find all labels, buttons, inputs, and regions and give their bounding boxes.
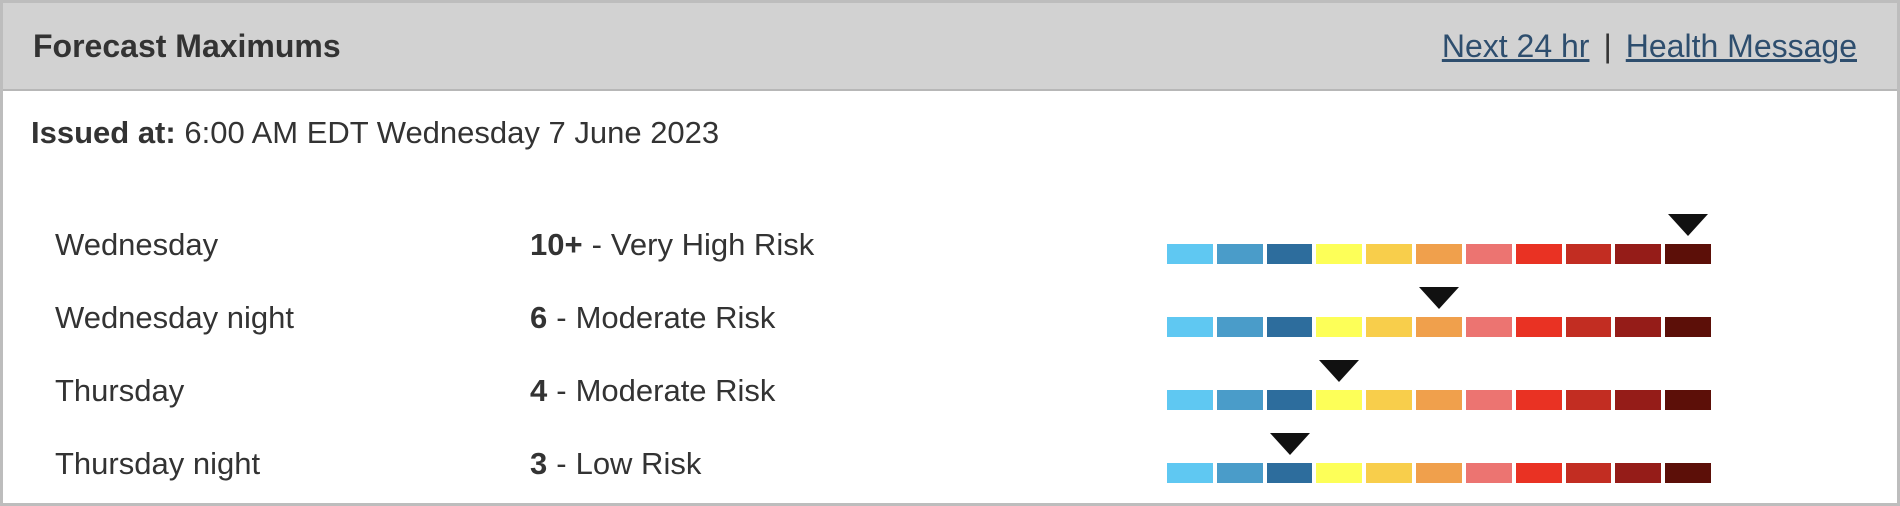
issued-line: Issued at: 6:00 AM EDT Wednesday 7 June … bbox=[31, 115, 1897, 151]
forecast-rows: Wednesday 10+ - Very High Risk Wednesday n… bbox=[55, 191, 1897, 483]
aqhi-scale-segment bbox=[1615, 463, 1662, 483]
health-message-link[interactable]: Health Message bbox=[1625, 27, 1857, 64]
aqhi-value: 6 bbox=[530, 300, 548, 335]
aqhi-scale-segment bbox=[1665, 463, 1711, 483]
aqhi-scale-segment bbox=[1565, 317, 1612, 337]
aqhi-scale-segment bbox=[1665, 244, 1711, 264]
value-risk-separator: - bbox=[591, 227, 602, 262]
aqhi-scale-segment bbox=[1167, 390, 1213, 410]
aqhi-scale-bar bbox=[1167, 433, 1711, 483]
aqhi-scale-segment bbox=[1316, 317, 1363, 337]
aqhi-scale-segment bbox=[1465, 244, 1512, 264]
widget-title: Forecast Maximums bbox=[33, 27, 341, 64]
aqhi-scale-segment bbox=[1565, 390, 1612, 410]
aqhi-value: 10+ bbox=[530, 227, 583, 262]
scale-marker-triangle-icon bbox=[1668, 214, 1709, 236]
forecast-value-text: 10+ - Very High Risk bbox=[530, 227, 1167, 264]
header-links: Next 24 hr | Health Message bbox=[1442, 28, 1857, 65]
issued-label: Issued at: bbox=[31, 115, 176, 150]
aqhi-scale-segment bbox=[1565, 463, 1612, 483]
scale-marker-triangle-icon bbox=[1319, 360, 1360, 382]
aqhi-scale-segment bbox=[1366, 390, 1413, 410]
risk-category-label: Low Risk bbox=[575, 446, 702, 481]
forecast-period-label: Thursday bbox=[55, 373, 185, 408]
aqhi-color-bar bbox=[1167, 317, 1711, 337]
forecast-period-label: Wednesday bbox=[55, 227, 219, 262]
link-separator: | bbox=[1603, 27, 1612, 64]
forecast-row-thursday: Thursday 4- Moderate Risk bbox=[55, 337, 1897, 410]
aqhi-scale-segment bbox=[1416, 463, 1462, 483]
aqhi-scale-segment bbox=[1515, 463, 1562, 483]
forecast-value-text: 4- Moderate Risk bbox=[530, 373, 1167, 410]
aqhi-scale-segment bbox=[1167, 317, 1213, 337]
aqhi-scale-segment bbox=[1366, 463, 1413, 483]
forecast-row-thursday-night: Thursday night 3- Low Risk bbox=[55, 410, 1897, 483]
widget-header: Forecast Maximums Next 24 hr | Health Me… bbox=[3, 3, 1897, 91]
value-risk-separator: - bbox=[556, 300, 567, 335]
aqhi-scale-bar bbox=[1167, 360, 1711, 410]
aqhi-value: 4 bbox=[530, 373, 548, 408]
forecast-value-text: 3- Low Risk bbox=[530, 446, 1167, 483]
aqhi-scale-segment bbox=[1167, 244, 1213, 264]
aqhi-scale-segment bbox=[1665, 317, 1711, 337]
aqhi-scale-segment bbox=[1565, 244, 1612, 264]
value-risk-separator: - bbox=[556, 373, 567, 408]
aqhi-scale-segment bbox=[1216, 390, 1263, 410]
aqhi-scale-segment bbox=[1316, 390, 1363, 410]
aqhi-scale-segment bbox=[1416, 390, 1462, 410]
aqhi-scale-segment bbox=[1366, 317, 1413, 337]
aqhi-scale-segment bbox=[1615, 317, 1662, 337]
aqhi-scale-segment bbox=[1266, 463, 1313, 483]
risk-category-label: Moderate Risk bbox=[575, 300, 776, 335]
aqhi-scale-segment bbox=[1266, 317, 1313, 337]
scale-marker-triangle-icon bbox=[1419, 287, 1459, 309]
forecast-row-wednesday: Wednesday 10+ - Very High Risk bbox=[55, 191, 1897, 264]
aqhi-scale-segment bbox=[1515, 244, 1562, 264]
aqhi-scale-segment bbox=[1216, 244, 1263, 264]
aqhi-scale-segment bbox=[1665, 390, 1711, 410]
widget-body: Issued at: 6:00 AM EDT Wednesday 7 June … bbox=[3, 91, 1897, 483]
aqhi-color-bar bbox=[1167, 244, 1711, 264]
aqhi-scale-segment bbox=[1316, 244, 1363, 264]
aqhi-scale-segment bbox=[1316, 463, 1363, 483]
aqhi-scale-bar bbox=[1167, 214, 1711, 264]
aqhi-scale-segment bbox=[1515, 317, 1562, 337]
aqhi-scale-bar bbox=[1167, 287, 1711, 337]
aqhi-scale-segment bbox=[1465, 463, 1512, 483]
aqhi-scale-segment bbox=[1465, 390, 1512, 410]
aqhi-scale-segment bbox=[1515, 390, 1562, 410]
value-risk-separator: - bbox=[556, 446, 567, 481]
aqhi-scale-segment bbox=[1465, 317, 1512, 337]
risk-category-label: Very High Risk bbox=[610, 227, 815, 262]
aqhi-scale-segment bbox=[1416, 244, 1462, 264]
aqhi-scale-segment bbox=[1167, 463, 1213, 483]
aqhi-scale-segment bbox=[1416, 317, 1462, 337]
next-24hr-link[interactable]: Next 24 hr bbox=[1441, 27, 1590, 64]
aqhi-scale-segment bbox=[1615, 390, 1662, 410]
aqhi-scale-segment bbox=[1216, 317, 1263, 337]
aqhi-scale-segment bbox=[1216, 463, 1263, 483]
forecast-row-wednesday-night: Wednesday night 6- Moderate Risk bbox=[55, 264, 1897, 337]
issued-value: 6:00 AM EDT Wednesday 7 June 2023 bbox=[184, 115, 720, 150]
forecast-value-text: 6- Moderate Risk bbox=[530, 300, 1167, 337]
aqhi-scale-segment bbox=[1266, 244, 1313, 264]
aqhi-color-bar bbox=[1167, 390, 1711, 410]
risk-category-label: Moderate Risk bbox=[575, 373, 776, 408]
aqhi-color-bar bbox=[1167, 463, 1711, 483]
aqhi-scale-segment bbox=[1615, 244, 1662, 264]
scale-marker-triangle-icon bbox=[1269, 433, 1310, 455]
forecast-period-label: Thursday night bbox=[55, 446, 261, 481]
aqhi-value: 3 bbox=[530, 446, 548, 481]
aqhi-scale-segment bbox=[1366, 244, 1413, 264]
forecast-period-label: Wednesday night bbox=[55, 300, 294, 335]
aqhi-scale-segment bbox=[1266, 390, 1313, 410]
